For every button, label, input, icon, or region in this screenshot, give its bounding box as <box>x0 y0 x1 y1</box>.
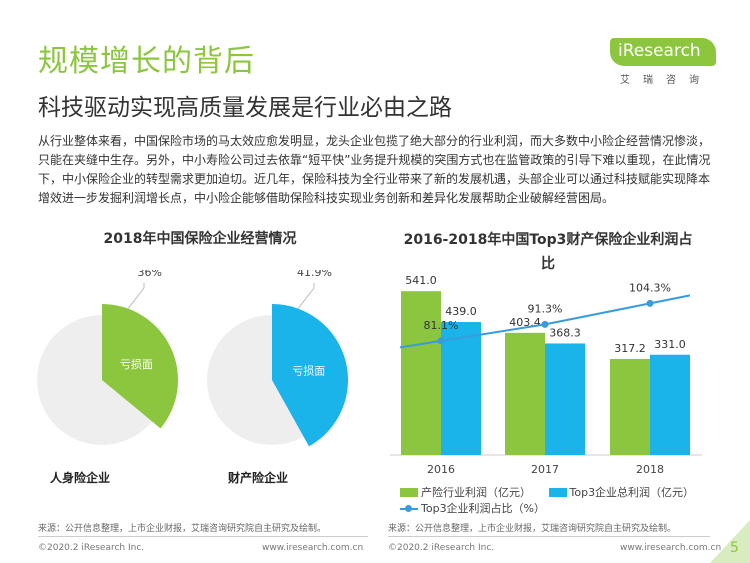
bar-chart-title: 2016-2018年中国Top3财产保险企业利润占比 <box>403 232 693 272</box>
footer-copyright-right: ©2020.2 iResearch Inc. <box>388 543 495 553</box>
bar-label-1-2016: 541.0 <box>405 274 437 287</box>
iresearch-logo: iResearch 艾瑞咨询 <box>610 38 716 90</box>
bar-1-2017 <box>505 332 545 455</box>
pie-chart-title: 2018年中国保险企业经营情况 <box>103 231 297 247</box>
page-title: 规模增长的背后 <box>38 44 255 79</box>
footer-divider-left <box>38 536 368 537</box>
bar-1-2016 <box>401 291 441 455</box>
logo-text: iResearch <box>618 41 701 61</box>
page-number: 5 <box>730 540 739 556</box>
share-label-2017: 91.3% <box>528 302 563 315</box>
legend-item-top3-share: Top3企业利润占比（%） <box>400 500 545 516</box>
bar-2-2016 <box>441 322 481 455</box>
footer-copyright-left: ©2020.2 iResearch Inc. <box>38 543 145 553</box>
legend-item-industry-profit: 产险行业利润（亿元） <box>400 484 531 500</box>
bar-2-2017 <box>545 343 585 455</box>
pie-charts: 亏损面 36% 人身险企业 亏损面 41.9% 财产险企业 <box>37 270 348 485</box>
x-tick-label-2018: 2018 <box>636 463 664 476</box>
pie-slice-1 <box>102 304 179 429</box>
bar-label-2-2018: 331.0 <box>654 338 686 351</box>
share-label-2016: 81.1% <box>424 319 459 332</box>
source-note-right: 来源：公开信息整理，上市企业财报，艾瑞咨询研究院自主研究及绘制。 <box>388 524 677 534</box>
footer-url-left: www.iresearch.com.cn <box>262 543 364 553</box>
logo-cn-text: 艾瑞咨询 <box>620 75 712 86</box>
source-note-left: 来源：公开信息整理，上市企业财报，艾瑞咨询研究院自主研究及绘制。 <box>38 524 327 534</box>
pie-category-label-2: 财产险企业 <box>227 470 288 485</box>
pie-leader-line-2 <box>297 283 315 309</box>
x-tick-label-2016: 2016 <box>427 463 455 476</box>
pie-slice-2 <box>272 304 348 447</box>
corner-decoration <box>710 520 750 563</box>
bar-label-2-2016: 439.0 <box>445 305 477 318</box>
x-tick-label-2017: 2017 <box>531 463 559 476</box>
pie-leader-line-1 <box>127 283 145 309</box>
share-label-2018: 104.3% <box>629 281 671 294</box>
bar-chart-legend: 产险行业利润（亿元） Top3企业总利润（亿元） Top3企业利润占比（%） <box>400 484 730 516</box>
share-point-2017 <box>541 320 549 328</box>
pie-slice-label-1: 亏损面 <box>120 357 153 371</box>
pie-value-label-2: 41.9% <box>297 270 332 279</box>
bar-1-2018 <box>610 358 650 455</box>
legend-item-top3-profit: Top3企业总利润（亿元） <box>548 484 694 500</box>
intro-paragraph: 从行业整体来看，中国保险市场的马太效应愈发明显，龙头企业包揽了绝大部分的行业利润… <box>38 134 711 205</box>
footer-divider-right <box>388 536 710 537</box>
pie-value-label-1: 36% <box>138 270 162 279</box>
page-subtitle: 科技驱动实现高质量发展是行业必由之路 <box>38 95 452 121</box>
bar-2-2018 <box>650 354 690 455</box>
pie-category-label-1: 人身险企业 <box>50 470 110 485</box>
share-point-2016 <box>437 337 445 345</box>
bar-label-1-2018: 317.2 <box>614 342 646 355</box>
footer-url-right: www.iresearch.com.cn <box>620 543 722 553</box>
bar-label-2-2017: 368.3 <box>549 326 581 339</box>
share-point-2018 <box>646 299 654 307</box>
pie-slice-label-2: 亏损面 <box>292 363 325 377</box>
